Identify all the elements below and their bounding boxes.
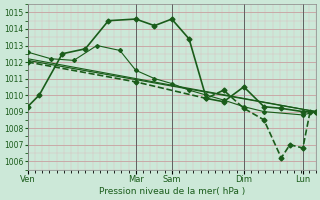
- X-axis label: Pression niveau de la mer( hPa ): Pression niveau de la mer( hPa ): [99, 187, 245, 196]
